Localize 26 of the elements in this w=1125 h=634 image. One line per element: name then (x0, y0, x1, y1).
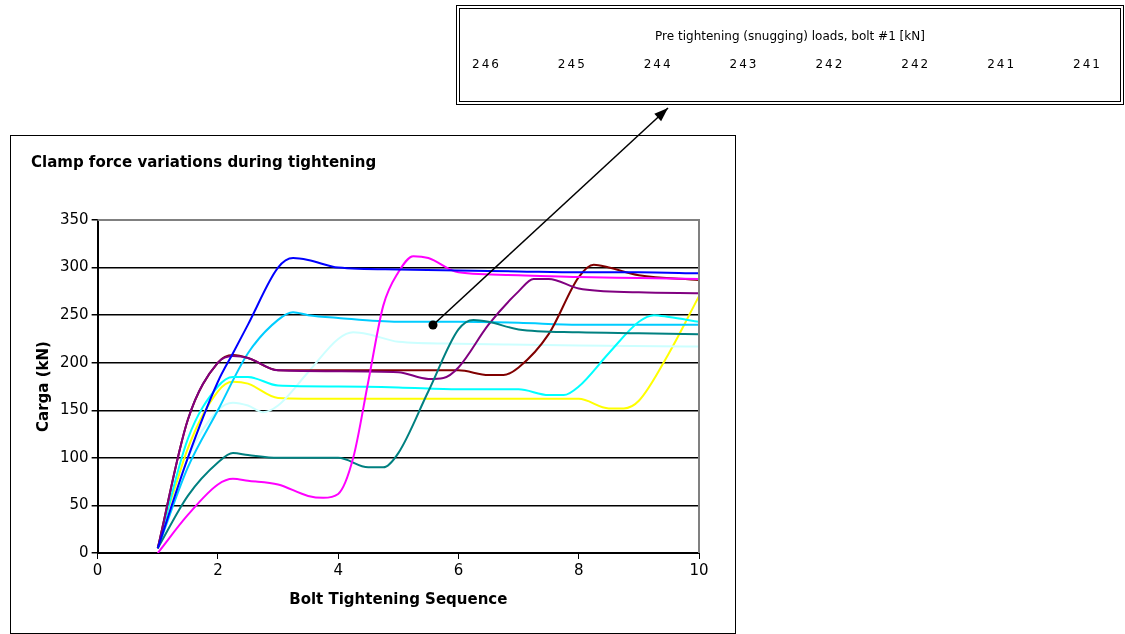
y-axis-title: Carga (kN) (33, 341, 52, 432)
text: 241 (987, 57, 1017, 71)
x-tick-label: 8 (573, 560, 584, 579)
y-tick-label: 350 (59, 209, 89, 228)
y-tick-label: 0 (79, 542, 89, 561)
text: 243 (729, 57, 759, 71)
y-tick-label: 300 (59, 257, 89, 276)
text: 244 (643, 57, 673, 71)
y-tick-label: 250 (59, 305, 89, 324)
y-tick-label: 200 (59, 352, 89, 371)
y-tick-label: 150 (59, 400, 89, 419)
y-tick-label: 50 (69, 495, 89, 514)
chart-title: Clamp force variations during tightening (31, 152, 377, 171)
text: 245 (557, 57, 587, 71)
x-tick-label: 4 (333, 560, 343, 579)
y-tick-label: 100 (59, 447, 89, 466)
text: 242 (815, 57, 845, 71)
text: Pre tightening (snugging) loads, bolt #1 [kN] (654, 29, 926, 43)
text: 241 (1073, 57, 1102, 71)
x-tick-label: 6 (453, 560, 464, 579)
x-tick-label: 0 (92, 560, 103, 579)
x-axis-title: Bolt Tightening Sequence (289, 589, 508, 608)
x-tick-label: 2 (213, 560, 223, 579)
text: 242 (901, 57, 931, 71)
text: 246 (472, 57, 501, 71)
x-tick-label: 10 (689, 560, 709, 579)
